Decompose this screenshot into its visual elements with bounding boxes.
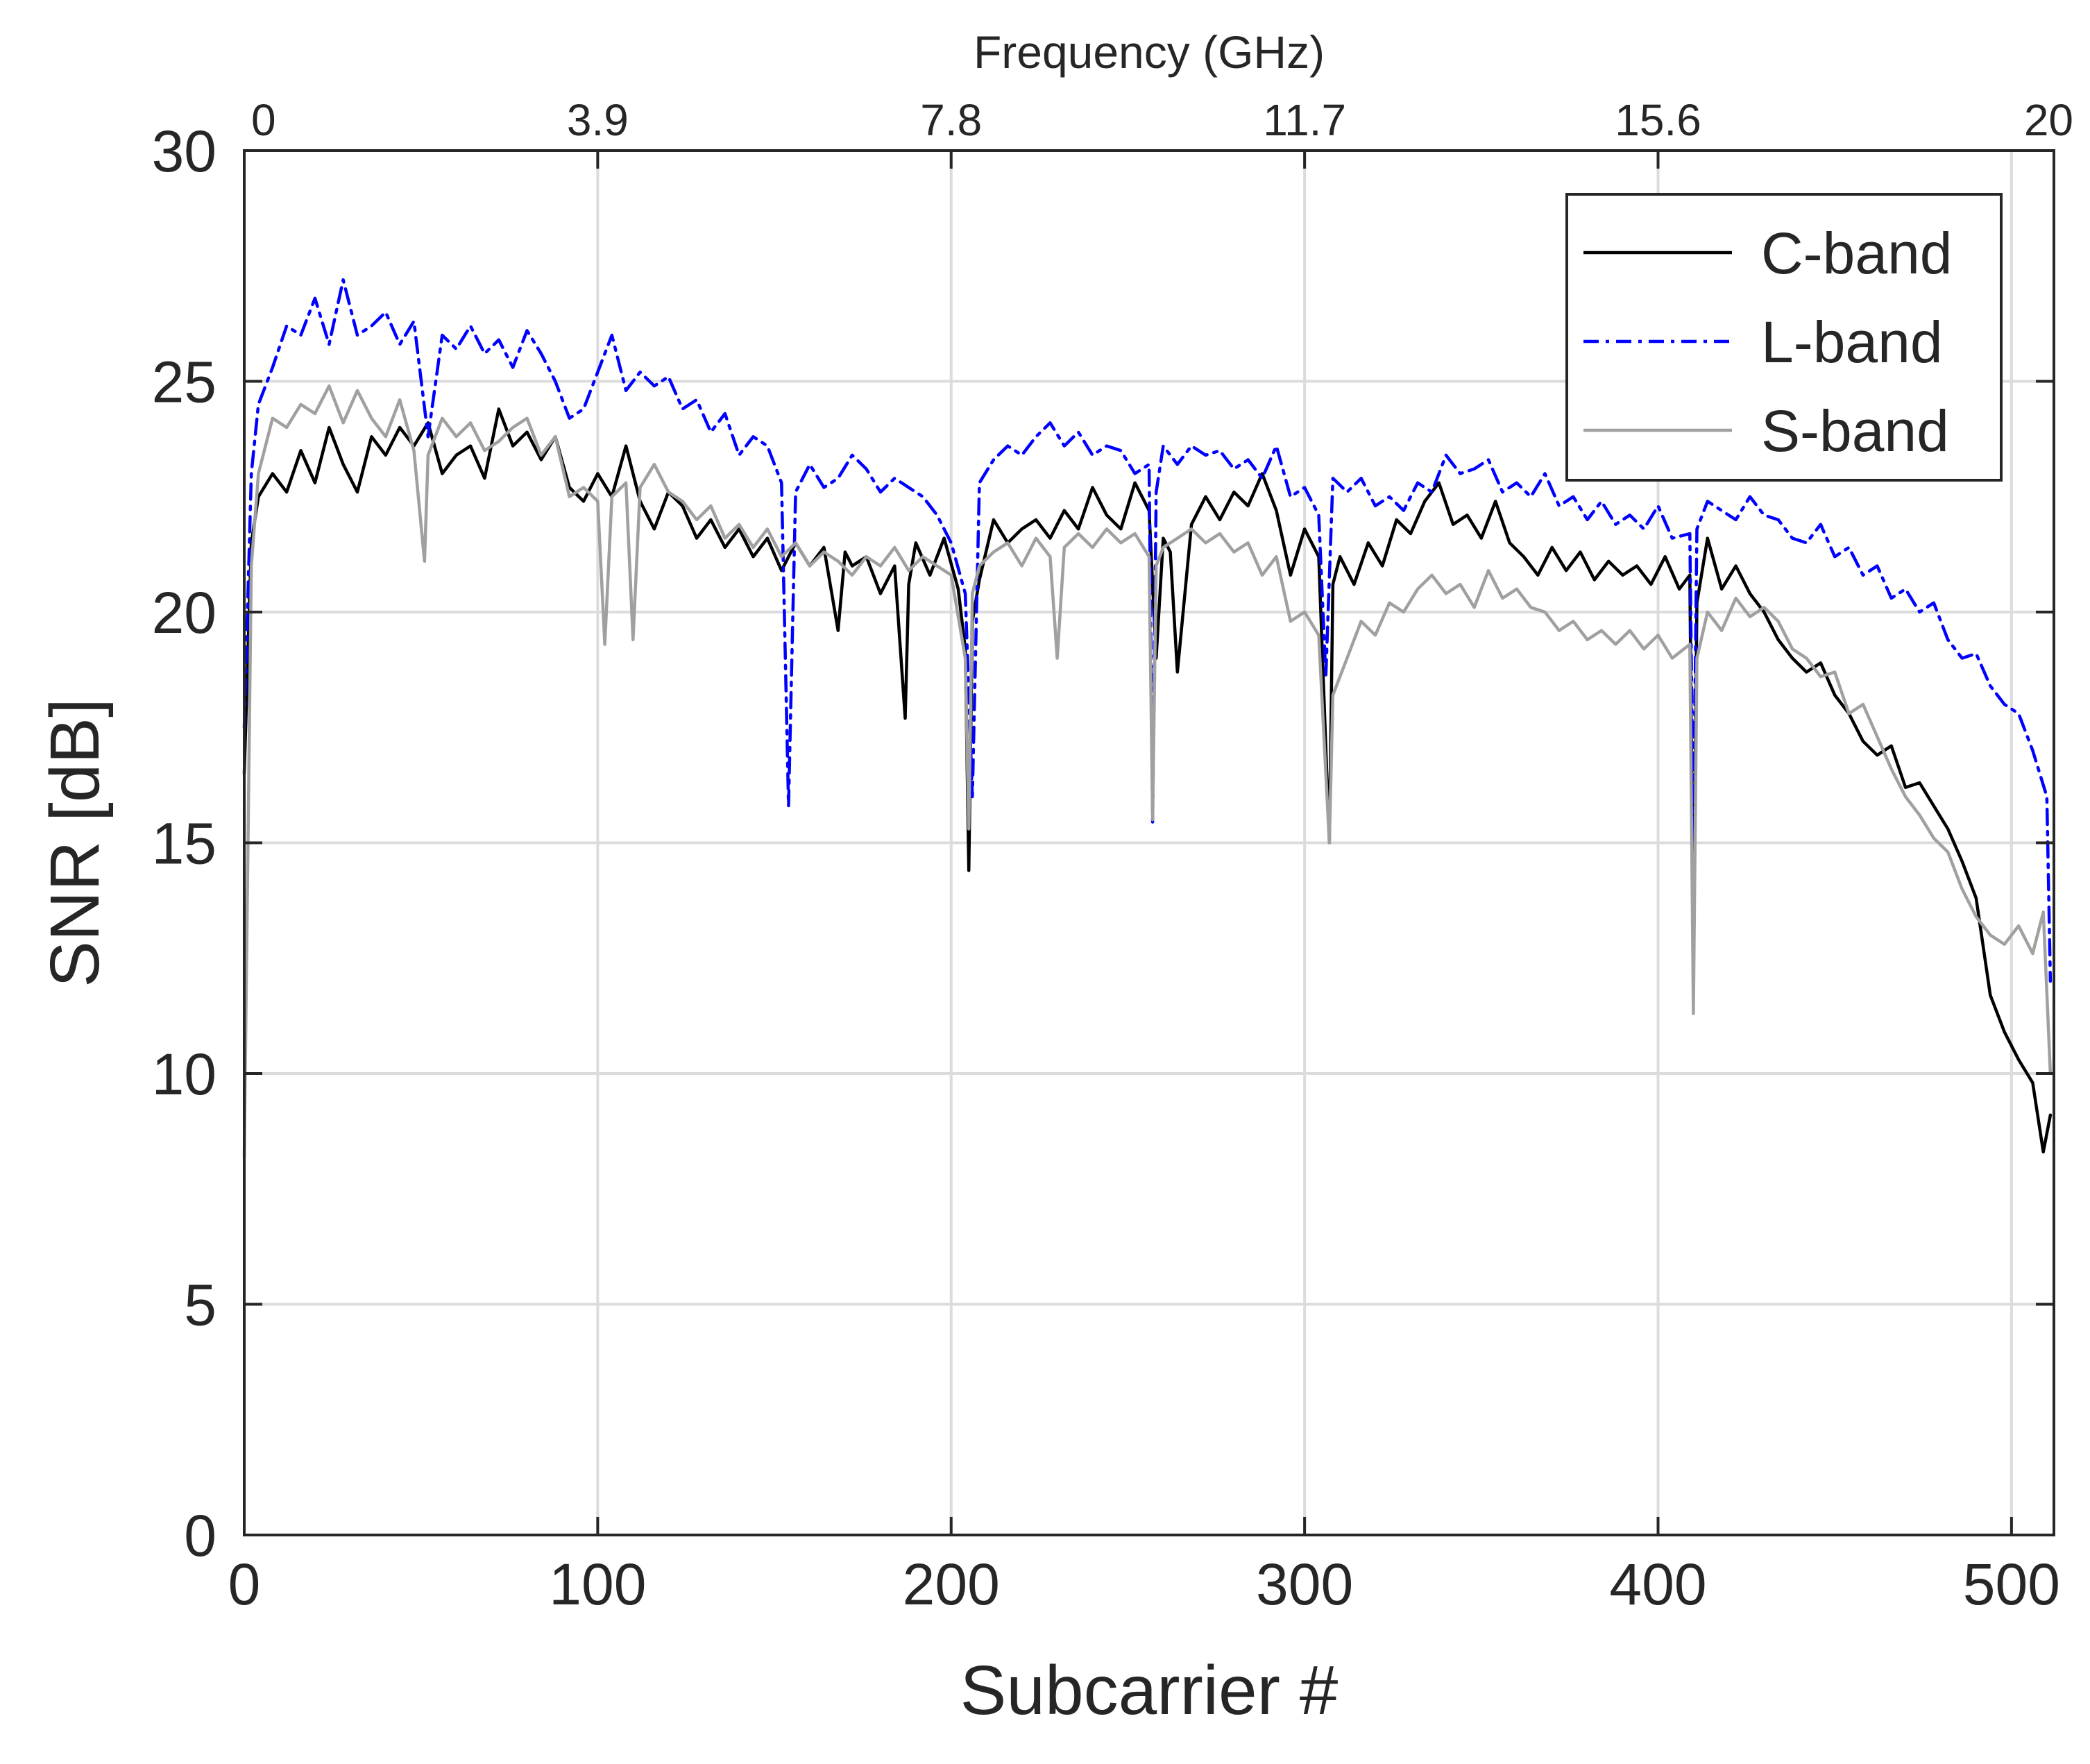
top-tick-label: 15.6 [1615, 95, 1701, 145]
y-tick-label: 5 [184, 1273, 216, 1338]
y-tick-label: 10 [152, 1042, 216, 1107]
y-tick-label: 0 [184, 1503, 216, 1568]
y-tick-label: 30 [152, 119, 216, 184]
top-tick-label: 0 [251, 95, 276, 145]
x-tick-label: 300 [1256, 1552, 1353, 1617]
y-axis-title: SNR [dB] [36, 698, 114, 987]
legend-label: S-band [1761, 398, 1949, 464]
y-tick-label: 20 [152, 580, 216, 645]
legend-label: C-band [1761, 221, 1953, 286]
top-tick-label: 20 [2024, 95, 2073, 145]
x-tick-label: 500 [1963, 1552, 2060, 1617]
series-group [242, 278, 2053, 1158]
top-tick-label: 3.9 [567, 95, 629, 145]
x-axis-title: Subcarrier # [960, 1652, 1339, 1729]
legend: C-band L-band S-band [1565, 193, 2003, 482]
axis-labels: Subcarrier # SNR [dB] Frequency (GHz) [36, 26, 1339, 1729]
y-tick-label: 15 [152, 811, 216, 876]
x-tick-label: 400 [1609, 1552, 1706, 1617]
legend-label: L-band [1761, 309, 1943, 375]
x-tick-label: 100 [549, 1552, 646, 1617]
x-tick-label: 200 [903, 1552, 1000, 1617]
series-line-s-band [242, 384, 2053, 1158]
top-axis-title: Frequency (GHz) [974, 26, 1325, 78]
y-tick-label: 25 [152, 350, 216, 415]
top-tick-label: 7.8 [920, 95, 982, 145]
top-tick-label: 11.7 [1263, 95, 1346, 145]
legend-box [1565, 193, 2003, 482]
x-tick-label: 0 [228, 1552, 261, 1617]
